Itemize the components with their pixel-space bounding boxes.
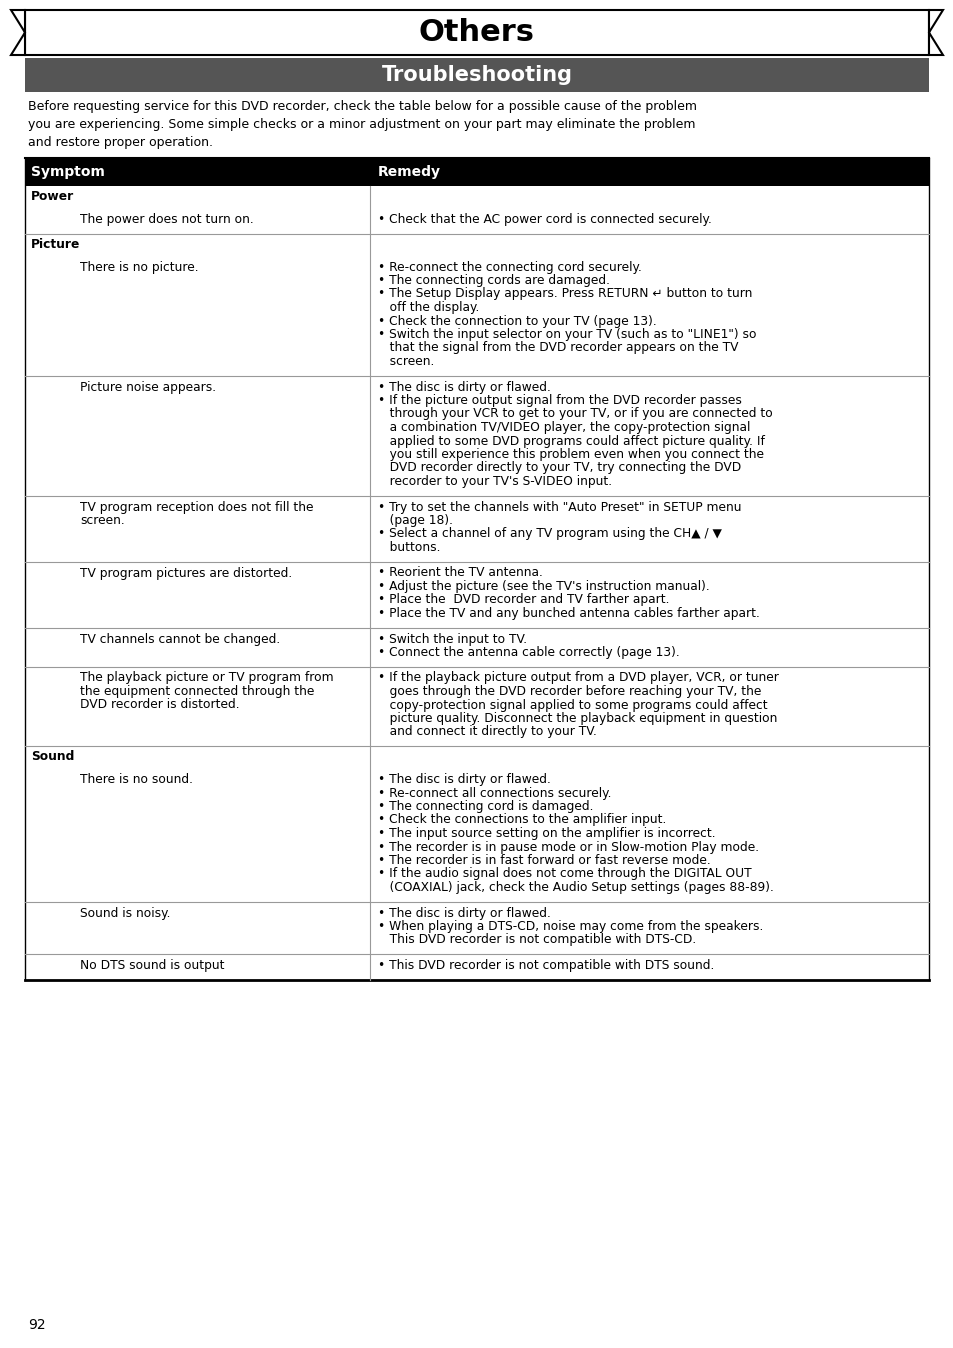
Text: buttons.: buttons. [377, 541, 440, 554]
Text: • The recorder is in fast forward or fast reverse mode.: • The recorder is in fast forward or fas… [377, 855, 710, 867]
Text: 92: 92 [28, 1318, 46, 1332]
Text: Symptom: Symptom [30, 164, 105, 179]
Text: Before requesting service for this DVD recorder, check the table below for a pos: Before requesting service for this DVD r… [28, 100, 697, 113]
Text: • Check the connections to the amplifier input.: • Check the connections to the amplifier… [377, 813, 666, 826]
Text: you are experiencing. Some simple checks or a minor adjustment on your part may : you are experiencing. Some simple checks… [28, 119, 695, 131]
Text: applied to some DVD programs could affect picture quality. If: applied to some DVD programs could affec… [377, 434, 764, 448]
Text: Power: Power [30, 190, 74, 204]
Text: • Select a channel of any TV program using the CH▲ / ▼: • Select a channel of any TV program usi… [377, 527, 721, 541]
Text: Picture noise appears.: Picture noise appears. [80, 380, 216, 394]
Text: through your VCR to get to your TV, or if you are connected to: through your VCR to get to your TV, or i… [377, 407, 772, 421]
Text: • The input source setting on the amplifier is incorrect.: • The input source setting on the amplif… [377, 828, 715, 840]
Text: There is no picture.: There is no picture. [80, 260, 198, 274]
Text: Sound is noisy.: Sound is noisy. [80, 906, 171, 919]
Text: • If the playback picture output from a DVD player, VCR, or tuner: • If the playback picture output from a … [377, 671, 778, 685]
Text: TV program reception does not fill the: TV program reception does not fill the [80, 500, 314, 514]
Text: (page 18).: (page 18). [377, 514, 453, 527]
Text: the equipment connected through the: the equipment connected through the [80, 685, 314, 698]
Text: • The disc is dirty or flawed.: • The disc is dirty or flawed. [377, 380, 550, 394]
Polygon shape [11, 9, 25, 55]
Text: DVD recorder is distorted.: DVD recorder is distorted. [80, 698, 239, 712]
Text: • Reorient the TV antenna.: • Reorient the TV antenna. [377, 566, 542, 580]
Text: No DTS sound is output: No DTS sound is output [80, 958, 224, 972]
Text: that the signal from the DVD recorder appears on the TV: that the signal from the DVD recorder ap… [377, 341, 738, 355]
Text: • Check the connection to your TV (page 13).: • Check the connection to your TV (page … [377, 314, 656, 328]
Text: • Connect the antenna cable correctly (page 13).: • Connect the antenna cable correctly (p… [377, 646, 679, 659]
Text: • If the picture output signal from the DVD recorder passes: • If the picture output signal from the … [377, 394, 741, 407]
Text: • Switch the input to TV.: • Switch the input to TV. [377, 632, 527, 646]
Text: recorder to your TV's S-VIDEO input.: recorder to your TV's S-VIDEO input. [377, 474, 612, 488]
Bar [25, 9, 928, 55]
Text: • The connecting cords are damaged.: • The connecting cords are damaged. [377, 274, 609, 287]
Text: • Place the TV and any bunched antenna cables farther apart.: • Place the TV and any bunched antenna c… [377, 607, 760, 620]
Text: a combination TV/VIDEO player, the copy-protection signal: a combination TV/VIDEO player, the copy-… [377, 421, 750, 434]
Text: • The connecting cord is damaged.: • The connecting cord is damaged. [377, 799, 593, 813]
Bar [25, 58, 928, 92]
Text: Picture: Picture [30, 239, 80, 251]
Text: • The disc is dirty or flawed.: • The disc is dirty or flawed. [377, 906, 550, 919]
Text: • When playing a DTS-CD, noise may come from the speakers.: • When playing a DTS-CD, noise may come … [377, 919, 762, 933]
Text: • The disc is dirty or flawed.: • The disc is dirty or flawed. [377, 772, 550, 786]
Text: Others: Others [418, 18, 535, 47]
Polygon shape [928, 9, 942, 55]
Text: off the display.: off the display. [377, 301, 478, 314]
Text: screen.: screen. [377, 355, 434, 368]
Text: • Try to set the channels with "Auto Preset" in SETUP menu: • Try to set the channels with "Auto Pre… [377, 500, 740, 514]
Text: and connect it directly to your TV.: and connect it directly to your TV. [377, 725, 597, 739]
Text: Troubleshooting: Troubleshooting [381, 65, 572, 85]
Text: • If the audio signal does not come through the DIGITAL OUT: • If the audio signal does not come thro… [377, 868, 751, 880]
Text: TV program pictures are distorted.: TV program pictures are distorted. [80, 566, 292, 580]
Text: and restore proper operation.: and restore proper operation. [28, 136, 213, 150]
Text: copy-protection signal applied to some programs could affect: copy-protection signal applied to some p… [377, 698, 767, 712]
Text: • This DVD recorder is not compatible with DTS sound.: • This DVD recorder is not compatible wi… [377, 958, 714, 972]
Text: • Re-connect the connecting cord securely.: • Re-connect the connecting cord securel… [377, 260, 641, 274]
Text: There is no sound.: There is no sound. [80, 772, 193, 786]
Text: • Place the  DVD recorder and TV farther apart.: • Place the DVD recorder and TV farther … [377, 593, 669, 607]
Text: DVD recorder directly to your TV, try connecting the DVD: DVD recorder directly to your TV, try co… [377, 461, 740, 474]
Bar [25, 158, 928, 186]
Text: • Re-connect all connections securely.: • Re-connect all connections securely. [377, 786, 611, 799]
Text: • The Setup Display appears. Press RETURN ↵ button to turn: • The Setup Display appears. Press RETUR… [377, 287, 752, 301]
Text: Sound: Sound [30, 751, 74, 763]
Text: The power does not turn on.: The power does not turn on. [80, 213, 253, 226]
Text: • Adjust the picture (see the TV's instruction manual).: • Adjust the picture (see the TV's instr… [377, 580, 709, 593]
Text: Remedy: Remedy [377, 164, 440, 179]
Text: screen.: screen. [80, 514, 125, 527]
Text: picture quality. Disconnect the playback equipment in question: picture quality. Disconnect the playback… [377, 712, 777, 725]
Text: The playback picture or TV program from: The playback picture or TV program from [80, 671, 334, 685]
Text: This DVD recorder is not compatible with DTS-CD.: This DVD recorder is not compatible with… [377, 934, 696, 946]
Text: TV channels cannot be changed.: TV channels cannot be changed. [80, 632, 280, 646]
Text: (COAXIAL) jack, check the Audio Setup settings (pages 88-89).: (COAXIAL) jack, check the Audio Setup se… [377, 882, 773, 894]
Text: you still experience this problem even when you connect the: you still experience this problem even w… [377, 448, 763, 461]
Text: • Check that the AC power cord is connected securely.: • Check that the AC power cord is connec… [377, 213, 711, 226]
Text: • Switch the input selector on your TV (such as to "LINE1") so: • Switch the input selector on your TV (… [377, 328, 756, 341]
Text: goes through the DVD recorder before reaching your TV, the: goes through the DVD recorder before rea… [377, 685, 760, 698]
Text: • The recorder is in pause mode or in Slow-motion Play mode.: • The recorder is in pause mode or in Sl… [377, 841, 759, 853]
